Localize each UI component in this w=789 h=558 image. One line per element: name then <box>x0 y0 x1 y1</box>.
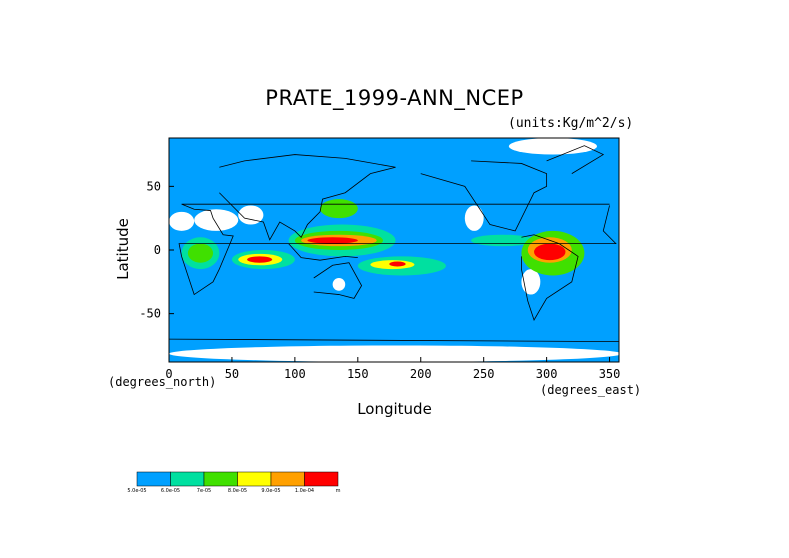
precip-region-24 <box>320 199 358 219</box>
colorbar: 5.0e-05 6.0e-05 7e-05 8.0e-05 9.0e-05 1.0e-04… <box>127 471 341 494</box>
colorbar-label: 9.0e-05 <box>261 488 280 494</box>
colorbar-label: 7e-05 <box>197 488 211 494</box>
coastline-3 <box>288 243 358 261</box>
x-tick-label: 0 <box>165 367 172 381</box>
x-tick-label: 300 <box>536 367 558 381</box>
coastline-antarctica <box>168 338 620 343</box>
colorbar-label: 1.0e-04 <box>295 488 314 494</box>
precip-region-1 <box>194 209 239 231</box>
y-tick-label: 50 <box>147 179 161 193</box>
colorbar-swatch <box>270 471 305 487</box>
coastline-4 <box>521 234 579 321</box>
precip-region-4 <box>521 269 541 295</box>
colorbar-label: 8.0e-05 <box>228 488 247 494</box>
y-unit-label: (degrees_north) <box>108 375 217 389</box>
x-tick-label: 200 <box>410 367 432 381</box>
precip-region-3 <box>464 205 484 231</box>
y-tick-label: -50 <box>139 307 161 321</box>
y-tick-label: 0 <box>154 243 161 257</box>
x-tick-label: 150 <box>347 367 369 381</box>
coastlines <box>168 145 620 343</box>
colorbar-swatch <box>136 471 171 487</box>
precip-region-7 <box>508 138 597 155</box>
precip-region-5 <box>332 278 346 291</box>
precip-region-2 <box>238 205 264 225</box>
x-tick-label: 100 <box>284 367 306 381</box>
coastline-2 <box>313 262 363 299</box>
colorbar-swatch <box>304 471 339 487</box>
precip-region-0 <box>169 211 195 231</box>
x-axis-label: Longitude <box>357 400 432 418</box>
coastline-1 <box>219 154 396 241</box>
axis-ticks: 0 50 100 150 200 250 300 350 50 0 -50 <box>139 179 620 381</box>
precip-region-9 <box>187 243 214 263</box>
precip-region-23 <box>534 243 566 261</box>
coastline-6 <box>546 145 605 174</box>
precip-region-12 <box>247 256 273 263</box>
colorbar-label: m <box>336 488 341 494</box>
colorbar-swatch <box>170 471 205 487</box>
x-unit-label: (degrees_east) <box>540 383 642 397</box>
x-tick-label: 50 <box>225 367 239 381</box>
plot-area <box>169 138 623 362</box>
colorbar-swatch <box>237 471 272 487</box>
x-tick-label: 350 <box>599 367 621 381</box>
precip-region-16 <box>307 237 358 244</box>
chart-title: PRATE_1999-ANN_NCEP <box>265 86 524 110</box>
units-label: (units:Kg/m^2/s) <box>508 116 634 131</box>
coastline-5 <box>420 160 548 232</box>
x-tick-label: 250 <box>473 367 495 381</box>
precip-region-6 <box>169 345 623 362</box>
precip-region-19 <box>389 261 406 267</box>
colorbar-label: 5.0e-05 <box>127 488 146 494</box>
colorbar-swatch <box>203 471 238 487</box>
coastline-0 <box>178 203 617 296</box>
colorbar-label: 6.0e-05 <box>161 488 180 494</box>
